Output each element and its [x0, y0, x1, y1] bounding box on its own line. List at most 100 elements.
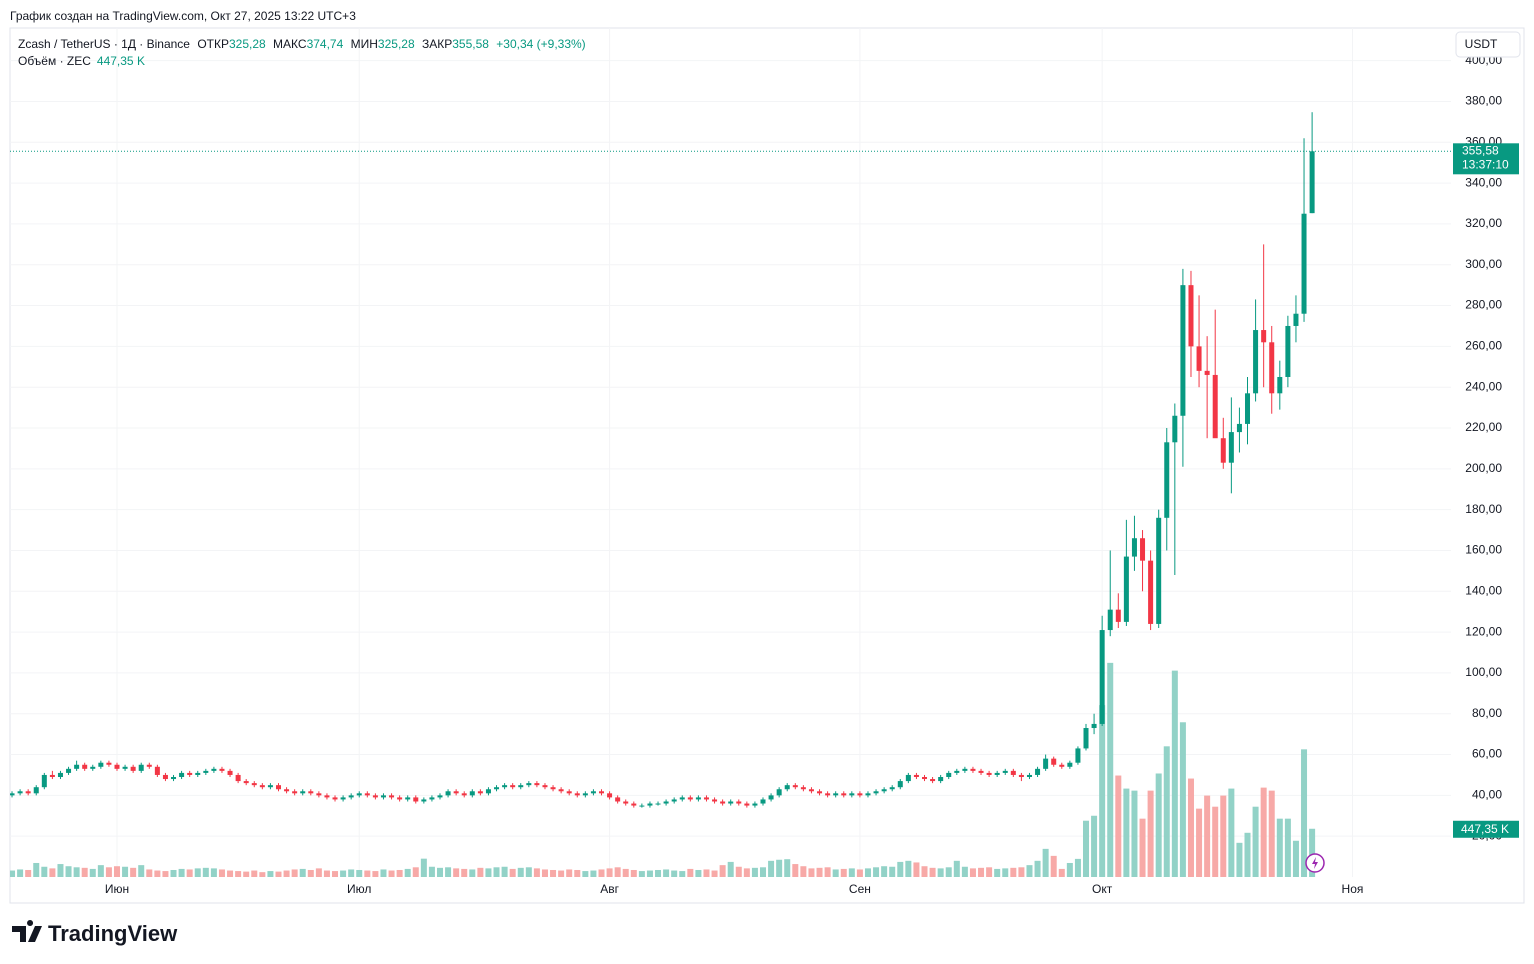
candle-body	[1301, 213, 1307, 314]
volume-bar	[146, 869, 153, 877]
candle-body	[259, 785, 265, 788]
volume-bar	[663, 869, 670, 877]
volume-bar	[1074, 858, 1081, 877]
candle-body	[130, 766, 136, 771]
volume-bar	[1026, 865, 1033, 877]
volume-bar	[267, 871, 274, 877]
currency-button[interactable]	[1455, 31, 1521, 58]
volume-bar	[566, 869, 573, 877]
volume-bar	[574, 869, 581, 877]
candle-body	[994, 772, 1000, 775]
volume-bar	[1171, 670, 1178, 877]
volume-bar	[905, 860, 912, 877]
candle-body	[154, 766, 160, 775]
candle-body	[1172, 415, 1178, 443]
volume-bar	[1107, 662, 1114, 877]
candle-body	[1140, 538, 1146, 561]
volume-bar	[1236, 842, 1243, 877]
candle-body	[631, 803, 637, 806]
volume-bar	[57, 864, 64, 877]
volume-bar	[1155, 773, 1162, 877]
volume-bar	[453, 868, 460, 877]
candle-body	[397, 797, 403, 800]
candle-body	[340, 797, 346, 800]
candle-body	[938, 776, 944, 782]
volume-bar	[388, 870, 395, 877]
candle-body	[1131, 538, 1137, 557]
candle-body	[784, 785, 790, 790]
volume-bar	[1123, 788, 1130, 877]
volume-bar	[348, 869, 355, 877]
volume-bar	[1147, 790, 1154, 877]
volume-bar	[800, 866, 807, 877]
y-tick-label: 200,00	[1465, 461, 1502, 475]
volume-bar	[412, 867, 419, 877]
volume-bar	[1204, 795, 1211, 877]
candle-body	[469, 791, 475, 796]
candle-body	[316, 793, 322, 796]
volume-bar	[994, 868, 1001, 877]
candle-body	[792, 785, 798, 788]
candle-body	[598, 791, 605, 794]
volume-bar	[17, 869, 24, 877]
candle-body	[348, 795, 354, 798]
y-tick-label: 340,00	[1465, 175, 1502, 189]
volume-bar	[493, 867, 500, 877]
volume-bar	[218, 869, 225, 877]
volume-bar	[687, 868, 694, 877]
y-tick-label: 140,00	[1465, 583, 1502, 597]
candle-body	[1285, 325, 1291, 377]
volume-bar	[501, 866, 508, 877]
volume-bar	[25, 869, 32, 877]
candle-body	[1277, 376, 1283, 394]
y-tick-label: 280,00	[1465, 298, 1502, 312]
volume-bar	[541, 869, 548, 877]
volume-bar	[1042, 848, 1049, 877]
volume-bar	[469, 869, 476, 877]
grid	[10, 28, 1451, 877]
y-tick-label: 60,00	[1472, 747, 1502, 761]
currency[interactable]: USDT	[1465, 37, 1498, 51]
candle-body	[219, 768, 225, 771]
y-tick-label: 80,00	[1472, 706, 1502, 720]
volume-bar	[1091, 815, 1098, 877]
candle-body	[1075, 748, 1081, 763]
candle-body	[695, 797, 701, 800]
volume-bar	[105, 867, 112, 877]
candle-body	[1026, 774, 1032, 777]
volume-bar	[1220, 795, 1227, 877]
volume-bar	[606, 868, 613, 877]
candle-body	[122, 766, 128, 769]
volume-bar	[130, 867, 137, 877]
close-value: 355,58	[452, 37, 489, 51]
volume-bar	[307, 869, 314, 877]
x-tick-label: Авг	[600, 882, 619, 896]
candle-body	[946, 772, 952, 777]
candle-body	[1236, 423, 1242, 433]
candle-body	[82, 764, 88, 769]
candle-body	[776, 789, 782, 796]
candle-body	[429, 797, 435, 800]
candle-body	[1188, 285, 1194, 347]
candle-body	[171, 776, 177, 780]
volume-bar	[186, 869, 193, 877]
volume-bar	[638, 871, 645, 877]
volume-bar	[848, 868, 855, 877]
volume-bar	[1301, 749, 1308, 877]
candle-body	[986, 772, 992, 775]
candle-body	[744, 803, 750, 806]
volume-bar	[1099, 705, 1106, 877]
volume-bar	[1002, 868, 1009, 877]
candle-body	[760, 799, 766, 804]
volume-bar	[840, 868, 847, 877]
x-tick-label: Окт	[1092, 882, 1113, 896]
volume-bar	[735, 866, 742, 877]
candle-body	[800, 787, 806, 790]
candle-body	[970, 768, 976, 771]
candle-body	[251, 783, 257, 786]
axes: 20,0040,0060,0080,00100,00120,00140,0016…	[105, 53, 1502, 896]
volume-bar	[1187, 778, 1194, 877]
candle-body	[292, 791, 298, 794]
alert-bolt	[1312, 857, 1318, 869]
